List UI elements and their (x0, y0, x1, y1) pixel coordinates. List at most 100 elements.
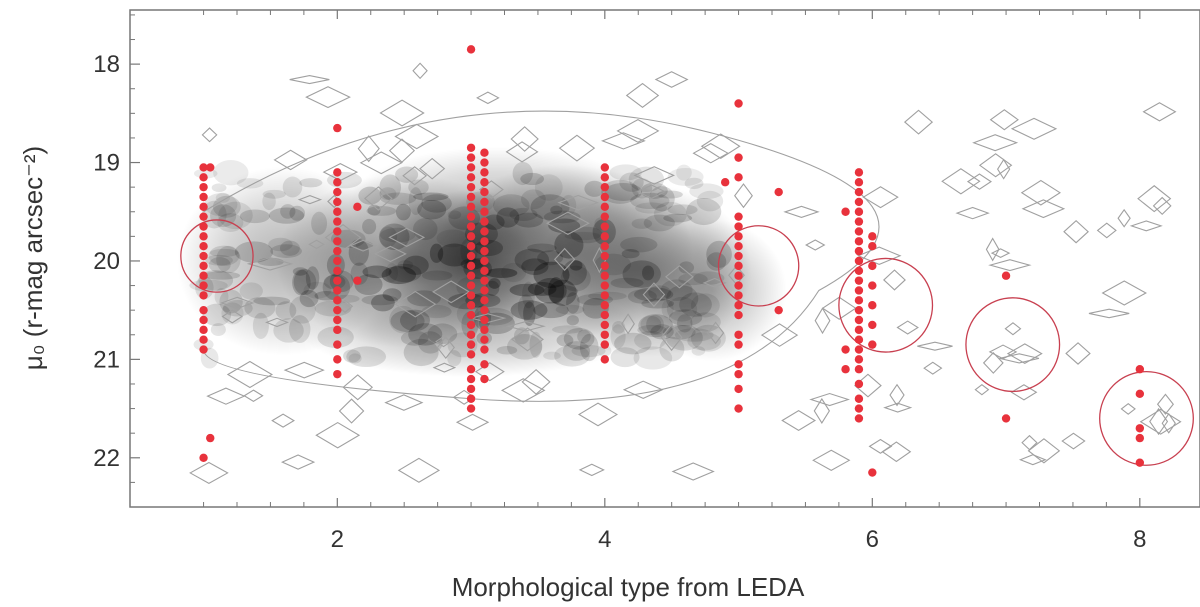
data-point (333, 123, 342, 133)
data-point (1135, 424, 1145, 433)
data-point (466, 182, 476, 192)
contour-shape (1152, 196, 1172, 215)
density-cell (509, 207, 538, 221)
data-point (734, 153, 743, 162)
data-point (734, 340, 743, 349)
density-cell (205, 254, 233, 266)
contour-shape (476, 91, 500, 105)
contour-shape (706, 321, 725, 345)
data-point (854, 256, 864, 266)
density-cell (436, 229, 469, 248)
data-point (199, 173, 208, 182)
density-cell (622, 260, 661, 288)
density-cell (667, 204, 698, 216)
data-point (854, 266, 864, 276)
density-cell (648, 285, 672, 301)
data-point (466, 251, 476, 261)
density-cell (380, 192, 417, 205)
contour-shape (206, 387, 246, 405)
data-point (1001, 414, 1011, 423)
density-cell (666, 285, 699, 312)
density-cell (696, 190, 724, 212)
density-cell (690, 293, 720, 318)
density-cell (236, 178, 264, 189)
density-cell (690, 312, 721, 332)
density-cell (379, 187, 397, 201)
data-point (333, 197, 342, 207)
density-cell (193, 338, 214, 351)
data-point (466, 173, 476, 182)
data-point (466, 202, 476, 212)
density-cell (219, 289, 243, 314)
contour-shape (854, 373, 882, 398)
data-point (854, 178, 864, 187)
data-point (199, 345, 208, 354)
contour-shape (412, 62, 428, 80)
contour-shape (985, 237, 1000, 262)
density-cell (292, 267, 308, 276)
density-cell (474, 239, 504, 257)
x-axis-label: Morphological type from LEDA (452, 572, 805, 602)
density-cell (665, 324, 703, 351)
density-cell (610, 277, 644, 289)
data-point (854, 365, 864, 374)
contour-shape (510, 126, 539, 152)
data-point (600, 232, 610, 241)
contour-shape (342, 374, 374, 401)
contour-shape (996, 158, 1011, 180)
contour-shape (809, 392, 851, 407)
data-point (199, 261, 208, 271)
data-point (333, 315, 342, 325)
data-point (734, 310, 743, 320)
data-point (466, 222, 476, 231)
density-cell (388, 263, 422, 283)
mean-circle (965, 297, 1061, 393)
data-point (199, 271, 208, 280)
data-point (854, 237, 864, 246)
density-cell (427, 323, 458, 345)
contour-shape (633, 166, 676, 185)
density-cell (571, 344, 606, 358)
density-cell (314, 300, 352, 317)
data-point (600, 173, 610, 182)
contour-shape (388, 138, 416, 163)
density-cell (679, 292, 712, 317)
density-cell (693, 271, 725, 285)
contour-shape (1117, 208, 1131, 228)
density-cell (348, 239, 369, 266)
data-point (600, 320, 610, 330)
density-cell (648, 186, 675, 212)
density-cell (211, 183, 227, 192)
data-point (480, 148, 489, 157)
data-point (734, 330, 743, 339)
data-point (480, 335, 489, 344)
density-cell (631, 218, 653, 229)
density-cell (317, 326, 354, 349)
data-point (734, 369, 743, 379)
density-cell (212, 195, 241, 218)
density-cell (402, 255, 429, 275)
data-point (480, 296, 489, 305)
data-point (1001, 271, 1011, 280)
contour-shape (1139, 408, 1182, 435)
density-cell (204, 193, 238, 217)
density-cell (371, 294, 395, 312)
contour-shape (373, 245, 407, 263)
data-point (333, 168, 342, 177)
density-cell (483, 214, 505, 230)
contour-shape (289, 74, 330, 85)
density-cell (514, 212, 544, 228)
density-cell (343, 349, 361, 363)
density-cell (299, 290, 319, 308)
density-cell (522, 281, 535, 309)
data-point (480, 158, 489, 167)
data-point (466, 163, 476, 172)
axes: 2 4 6 8 18 19 20 21 22 (93, 10, 1146, 553)
data-point (734, 222, 743, 231)
data-point (734, 291, 743, 300)
data-point (199, 251, 208, 261)
data-point (199, 222, 208, 231)
density-cell (521, 189, 546, 210)
data-point (600, 202, 610, 212)
mean-circle (1099, 370, 1194, 466)
